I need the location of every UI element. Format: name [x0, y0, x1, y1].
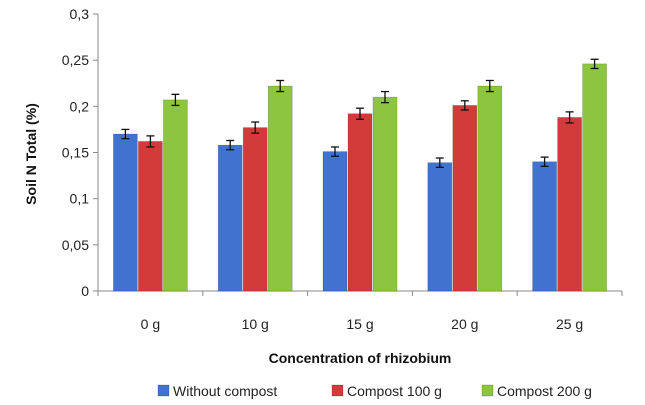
- bar: [477, 85, 503, 292]
- x-tick-label: 25 g: [556, 316, 583, 332]
- legend-swatch: [481, 384, 494, 397]
- y-axis-title: Soil N Total (%): [23, 103, 39, 205]
- legend-label: Compost 200 g: [497, 383, 592, 399]
- bar: [532, 161, 557, 292]
- bar: [322, 151, 348, 292]
- y-tick-label: 0,25: [62, 52, 89, 68]
- bar: [372, 96, 398, 292]
- bar: [267, 85, 293, 292]
- x-axis: 0 g 10 g 15 g 20 g 25 g: [97, 290, 623, 332]
- y-tick-label: 0: [81, 283, 89, 299]
- legend-swatch: [157, 384, 170, 397]
- bar: [427, 162, 453, 292]
- bar: [582, 63, 607, 292]
- y-axis: 0 0,05 0,1 0,15 0,2 0,25 0,3: [62, 6, 99, 299]
- y-tick-label: 0,05: [62, 237, 89, 253]
- x-tick-label: 10 g: [242, 316, 269, 332]
- x-tick-label: 15 g: [346, 316, 373, 332]
- bar: [138, 141, 163, 292]
- y-tick-label: 0,2: [70, 98, 90, 114]
- bar: [217, 144, 243, 292]
- x-axis-title: Concentration of rhizobium: [269, 350, 452, 366]
- y-tick-label: 0,3: [70, 6, 90, 22]
- y-tick-label: 0,15: [62, 145, 89, 161]
- bar: [347, 113, 373, 292]
- legend-label: Without compost: [173, 383, 277, 399]
- bars: [113, 58, 607, 292]
- x-tick-label: 20 g: [451, 316, 478, 332]
- bar: [557, 117, 582, 292]
- bar: [113, 133, 138, 292]
- legend-swatch: [331, 384, 344, 397]
- bar: [163, 99, 188, 292]
- y-tick-label: 0,1: [70, 191, 90, 207]
- legend-label: Compost 100 g: [347, 383, 442, 399]
- bar: [452, 105, 478, 292]
- bar: [242, 127, 268, 292]
- x-tick-label: 0 g: [141, 316, 160, 332]
- legend: Without compost Compost 100 g Compost 200 …: [157, 383, 592, 399]
